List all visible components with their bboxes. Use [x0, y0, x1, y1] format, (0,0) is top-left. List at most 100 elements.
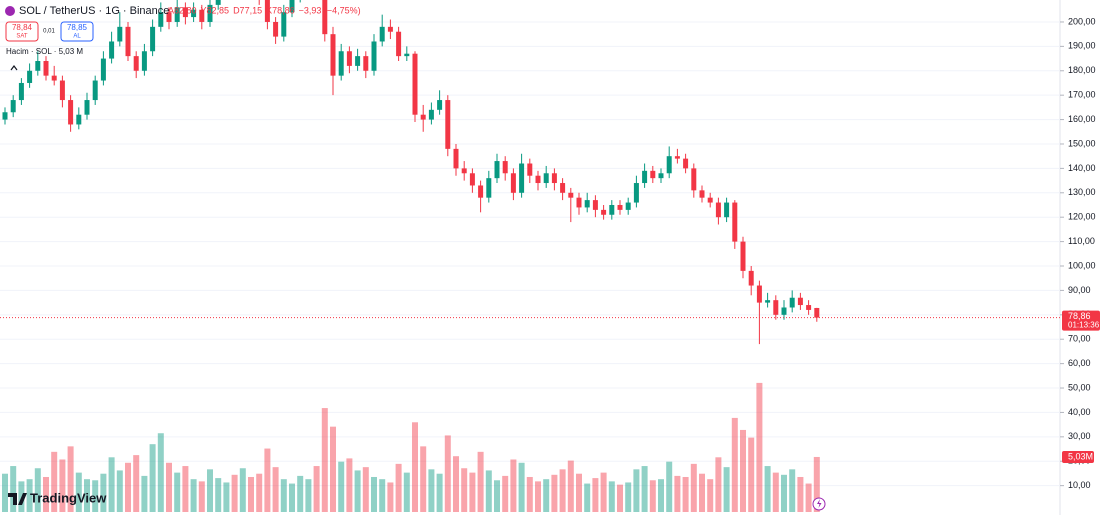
candle-body [264, 0, 270, 22]
volume-bar [256, 473, 263, 512]
volume-bar [690, 463, 697, 512]
volume-bar [248, 476, 254, 512]
ohlc-row: A82,80 Y82,85 D77,15 K78,86 −3,93 (−4,75%) [168, 5, 361, 15]
collapse-icon[interactable] [10, 65, 18, 71]
volume-bar [125, 462, 131, 512]
candle-body [748, 270, 754, 286]
candle-body [453, 148, 459, 169]
volume-bar [510, 459, 517, 512]
candle-body [756, 285, 762, 303]
price-axis: 10,0020,0030,0040,0050,0060,0070,0080,00… [0, 16, 1100, 490]
candle-body [338, 51, 344, 76]
candle-body [510, 173, 516, 193]
ohlc-value: D77,15 [233, 5, 262, 15]
candle-body [199, 9, 205, 22]
candle-body [765, 300, 771, 303]
candle-body [387, 26, 393, 32]
candle-body [625, 202, 631, 210]
candle-body [2, 112, 8, 120]
volume-bar [116, 470, 123, 512]
candle-body [420, 114, 426, 120]
symbol-icon [5, 6, 15, 16]
volume-bar [485, 470, 492, 512]
sell-label: SAT [16, 34, 28, 40]
y-tick-label: 150,00 [1068, 138, 1096, 148]
candle-body [109, 41, 115, 59]
candle-body [576, 197, 582, 208]
volume-bar [51, 451, 58, 512]
candle-body [740, 241, 746, 271]
candle-body [486, 178, 492, 198]
candle-body [76, 114, 82, 125]
y-tick-label: 180,00 [1068, 65, 1096, 75]
candle-body [281, 12, 287, 37]
buy-button[interactable] [60, 21, 94, 42]
volume-bar [223, 482, 230, 512]
candle-body [273, 21, 279, 37]
volume-bar [346, 458, 353, 512]
y-tick-label: 70,00 [1068, 334, 1091, 344]
volume-bar [469, 472, 476, 512]
candle-body [27, 70, 33, 83]
y-tick-label: 50,00 [1068, 382, 1091, 392]
candle-body [322, 0, 328, 35]
candle-body [592, 200, 598, 210]
candle-body [527, 163, 533, 176]
volume-bar [182, 466, 189, 512]
candle-body [806, 305, 812, 310]
volume-bar [813, 456, 820, 512]
candle-body [568, 192, 574, 198]
overlay: SOL / TetherUS · 1G · Binance A82,80 Y82,… [5, 5, 826, 511]
volume-bar [354, 470, 361, 512]
candle-body [379, 26, 385, 42]
volume-bar [731, 417, 738, 512]
candle-body [10, 100, 16, 113]
last-price-tag [1062, 310, 1100, 331]
y-tick-label: 30,00 [1068, 431, 1091, 441]
candle-body [551, 173, 557, 184]
candle-body [289, 0, 295, 13]
volume-bar [280, 479, 287, 512]
candle-body [363, 56, 369, 71]
candle-pane [2, 0, 820, 345]
volume-bar [518, 462, 525, 512]
candle-body [92, 80, 98, 101]
buy-label: AL [73, 34, 81, 40]
candle-body [18, 82, 24, 101]
volume-bar [289, 483, 295, 512]
volume-bar [436, 473, 443, 512]
y-tick-label: 100,00 [1068, 260, 1096, 270]
y-tick-label: 140,00 [1068, 163, 1096, 173]
candle-body [535, 175, 541, 184]
volume-bar [551, 474, 558, 512]
volume-bar [207, 469, 213, 512]
volume-bar [526, 476, 533, 512]
volume-bar [502, 475, 509, 512]
volume-bar [198, 481, 205, 512]
volume-bar [584, 483, 591, 512]
volume-bar [67, 446, 74, 512]
volume-bar [559, 469, 566, 512]
y-tick-label: 90,00 [1068, 285, 1091, 295]
candle-body [617, 204, 623, 210]
candle-body [601, 209, 607, 215]
volume-bar [707, 479, 714, 512]
ohlc-value: −3,93 (−4,75%) [299, 5, 361, 15]
candle-body [715, 202, 721, 218]
candle-body [609, 204, 615, 215]
symbol-title: SOL / TetherUS · 1G · Binance [19, 5, 169, 17]
y-tick-label: 10,00 [1068, 480, 1091, 490]
volume-bar [608, 481, 615, 512]
candle-body [683, 158, 689, 169]
candle-body [51, 75, 57, 81]
volume-bar [190, 479, 197, 512]
sell-button[interactable] [5, 21, 39, 42]
volume-bar [239, 468, 246, 512]
volume-bar [748, 437, 755, 512]
candle-body [691, 168, 697, 191]
candle-body [182, 7, 188, 18]
volume-bar [174, 472, 181, 512]
volume-bar [494, 480, 500, 512]
candle-body [781, 307, 787, 315]
